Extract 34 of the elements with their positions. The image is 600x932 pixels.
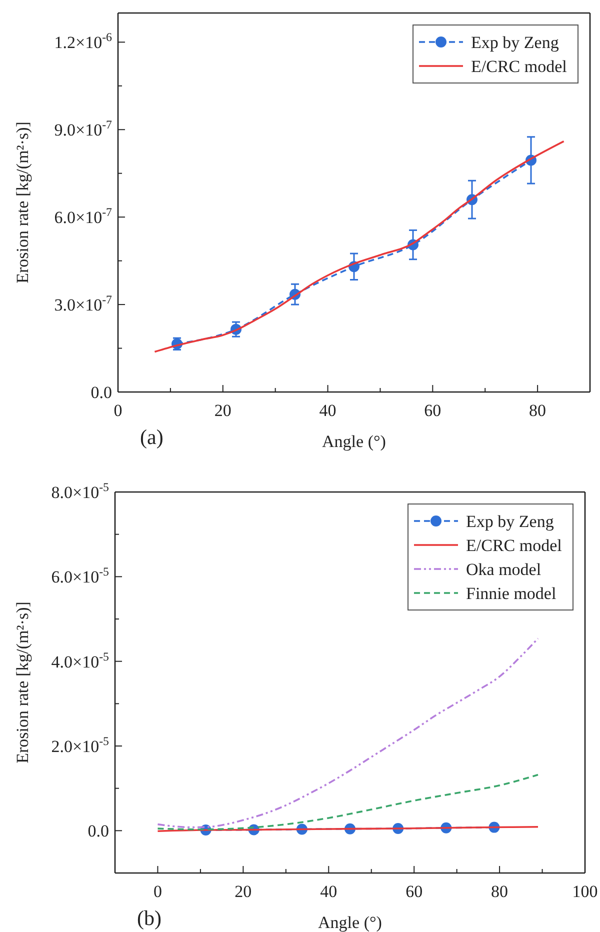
- x-tick-label: 0: [153, 882, 162, 901]
- text: (a): [140, 425, 164, 449]
- x-tick-label: 20: [234, 882, 252, 901]
- x-tick-label: 100: [572, 882, 598, 901]
- y-tick-label: 8.0×10$^{-5}$: [51, 480, 110, 502]
- y-tick-label: 2.0×10$^{-5}$: [51, 734, 110, 756]
- y-tick-label: 0.0: [88, 822, 109, 841]
- legend-label: E/CRC model: [471, 56, 568, 76]
- legend-label: E/CRC model: [466, 536, 562, 555]
- x-tick-label: 0: [114, 401, 122, 420]
- x-tick-label: 60: [424, 401, 442, 420]
- y-tick-label: 6.0×10$^{-5}$: [51, 564, 110, 587]
- x-axis-title: Angle (°): [318, 913, 382, 932]
- legend-label: Exp by Zeng: [466, 512, 554, 531]
- text: (b): [137, 906, 162, 930]
- x-tick-label: 60: [406, 882, 423, 901]
- y-tick-label: 4.0×10$^{-5}$: [51, 649, 110, 672]
- y-tick-label: 0.0: [90, 382, 112, 402]
- legend-label: Oka model: [466, 560, 542, 579]
- x-tick-label: 80: [491, 882, 508, 901]
- y-tick-label: 3.0×10$^{-7}$: [54, 292, 112, 314]
- x-tick-label: 40: [320, 882, 338, 901]
- legend-label: Finnie model: [466, 584, 556, 603]
- x-tick-label: 40: [319, 401, 336, 420]
- x-axis-title: Angle (°): [322, 432, 386, 451]
- x-tick-label: 20: [214, 401, 232, 420]
- y-tick-label: 9.0×10$^{-7}$: [54, 118, 112, 140]
- y-tick-label: 6.0×10$^{-7}$: [54, 205, 112, 228]
- x-tick-label: 80: [529, 401, 546, 420]
- y-axis-title: Erosion rate [kg/(m²·s)]: [13, 602, 32, 764]
- y-tick-label: 1.2×10$^{-6}$: [54, 30, 112, 52]
- y-axis-title: Erosion rate [kg/(m²·s)]: [13, 122, 32, 284]
- line-series: [154, 140, 565, 353]
- legend-label: Exp by Zeng: [471, 32, 560, 52]
